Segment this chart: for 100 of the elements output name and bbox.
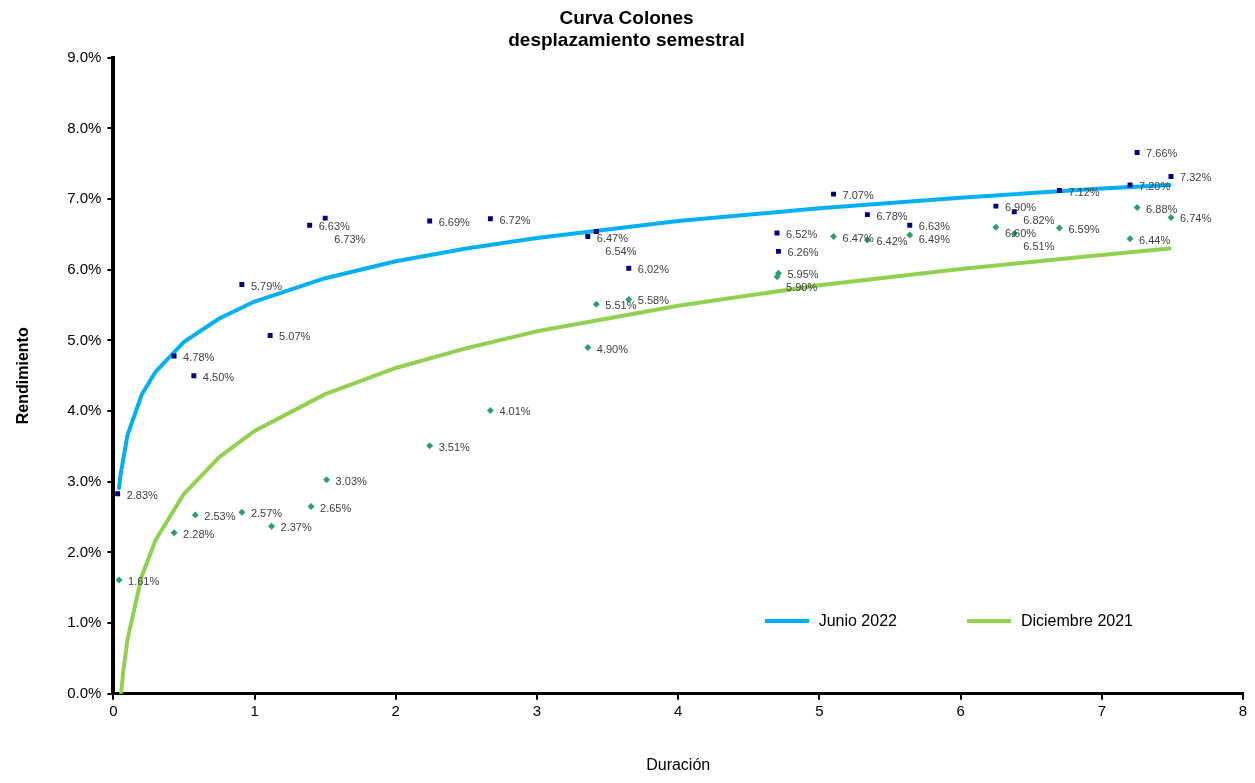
point: [191, 511, 199, 519]
point: [864, 212, 870, 218]
x-tick-label: 0: [109, 701, 118, 719]
point: [239, 282, 245, 288]
chart-title: Curva Colones desplazamiento semestral: [508, 7, 745, 51]
point: [323, 476, 331, 484]
data-label: 6.88%: [1146, 202, 1178, 215]
x-axis-title: Duración: [646, 755, 711, 773]
data-label: 6.02%: [637, 263, 670, 276]
data-label: 6.26%: [787, 246, 819, 259]
legend-label: Junio 2022: [818, 611, 897, 630]
point: [626, 265, 632, 271]
data-label: 2.53%: [204, 510, 236, 523]
data-label: 4.78%: [183, 350, 215, 363]
point: [775, 248, 781, 254]
data-label: 6.47%: [596, 231, 629, 244]
data-label: 6.78%: [876, 209, 908, 222]
data-label: 7.07%: [842, 189, 874, 202]
point: [992, 223, 1000, 231]
data-label: 6.63%: [318, 220, 351, 233]
data-label: 5.95%: [787, 268, 819, 281]
y-tick-label: 9.0%: [67, 47, 102, 65]
point: [1056, 188, 1062, 194]
data-label: 5.07%: [279, 330, 311, 343]
y-tick-label: 7.0%: [67, 189, 102, 207]
y-tick-label: 5.0%: [67, 330, 102, 348]
point: [993, 203, 999, 209]
point: [115, 576, 123, 584]
data-label: 4.90%: [596, 342, 629, 355]
y-axis-title: Rendimiento: [14, 327, 32, 425]
point: [170, 529, 178, 537]
point: [773, 273, 781, 281]
point: [238, 508, 246, 516]
x-tick-label: 7: [1097, 701, 1106, 719]
x-tick-label: 4: [674, 701, 683, 719]
x-tick-label: 6: [956, 701, 965, 719]
y-tick-label: 0.0%: [67, 683, 102, 701]
data-label: 6.82%: [1023, 214, 1055, 227]
x-tick-label: 2: [391, 701, 400, 719]
data-label: 6.44%: [1139, 233, 1171, 246]
point: [1127, 182, 1133, 188]
point: [268, 522, 276, 530]
data-label: 3.03%: [335, 474, 368, 487]
data-label: 7.32%: [1179, 171, 1212, 184]
point: [267, 332, 273, 338]
data-label: 6.47%: [842, 231, 874, 244]
data-label: 6.51%: [1023, 240, 1055, 253]
y-tick-label: 8.0%: [67, 118, 102, 136]
data-label: 2.65%: [320, 501, 352, 514]
y-tick-label: 2.0%: [67, 542, 102, 560]
data-label: 6.52%: [786, 228, 818, 241]
point: [593, 229, 599, 235]
data-label: 6.54%: [605, 244, 637, 257]
x-tick-label: 8: [1238, 701, 1248, 719]
data-label: 6.49%: [918, 233, 951, 246]
data-label: 5.51%: [605, 299, 637, 312]
data-label: 6.73%: [334, 233, 366, 246]
point: [585, 234, 591, 239]
data-label: 2.57%: [250, 507, 283, 520]
point: [171, 353, 177, 359]
point: [1126, 235, 1134, 243]
point: [1133, 204, 1141, 212]
x-tick-label: 5: [815, 701, 824, 719]
point: [307, 503, 315, 510]
point: [1167, 213, 1175, 221]
point: [322, 215, 328, 221]
y-tick-label: 1.0%: [67, 613, 102, 631]
data-label: 6.60%: [1004, 227, 1037, 240]
data-label: 6.72%: [499, 213, 531, 226]
data-label: 5.58%: [637, 294, 670, 307]
point: [584, 343, 592, 351]
point: [486, 406, 494, 414]
point: [1055, 224, 1063, 232]
x-tick-label: 3: [532, 701, 542, 719]
data-label: 3.51%: [438, 440, 471, 453]
legend-label: Diciembre 2021: [1020, 611, 1133, 630]
y-tick-label: 6.0%: [67, 259, 102, 277]
data-label: 2.28%: [183, 527, 215, 540]
y-tick-label: 4.0%: [67, 401, 102, 419]
data-label: 4.01%: [499, 405, 531, 418]
data-label: 6.59%: [1068, 223, 1100, 236]
data-label: 6.74%: [1179, 212, 1212, 225]
data-label: 5.79%: [250, 279, 283, 292]
y-tick-label: 3.0%: [67, 471, 102, 489]
point: [830, 233, 838, 241]
point: [307, 222, 313, 228]
data-label: 6.90%: [1004, 201, 1037, 214]
data-label: 2.83%: [126, 488, 159, 501]
data-label: 7.66%: [1146, 147, 1178, 160]
point: [191, 373, 197, 379]
point: [487, 216, 493, 222]
point: [115, 491, 121, 497]
data-label: 2.37%: [280, 521, 312, 534]
point: [1134, 149, 1140, 155]
point: [592, 300, 600, 308]
point: [831, 191, 836, 197]
point: [907, 222, 913, 228]
point: [427, 218, 433, 224]
point: [906, 231, 914, 239]
point: [426, 442, 434, 450]
